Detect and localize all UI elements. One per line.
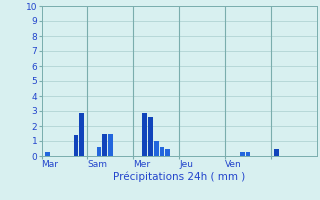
X-axis label: Précipitations 24h ( mm ): Précipitations 24h ( mm ) — [113, 172, 245, 182]
Bar — [108, 134, 113, 156]
Bar — [240, 152, 245, 156]
Bar — [142, 112, 147, 156]
Bar — [165, 148, 170, 156]
Bar — [97, 147, 101, 156]
Bar — [74, 135, 78, 156]
Bar — [79, 112, 84, 156]
Bar — [45, 152, 50, 156]
Bar — [154, 141, 159, 156]
Bar — [148, 117, 153, 156]
Bar — [245, 152, 251, 156]
Bar — [160, 147, 164, 156]
Bar — [102, 134, 107, 156]
Bar — [274, 148, 279, 156]
